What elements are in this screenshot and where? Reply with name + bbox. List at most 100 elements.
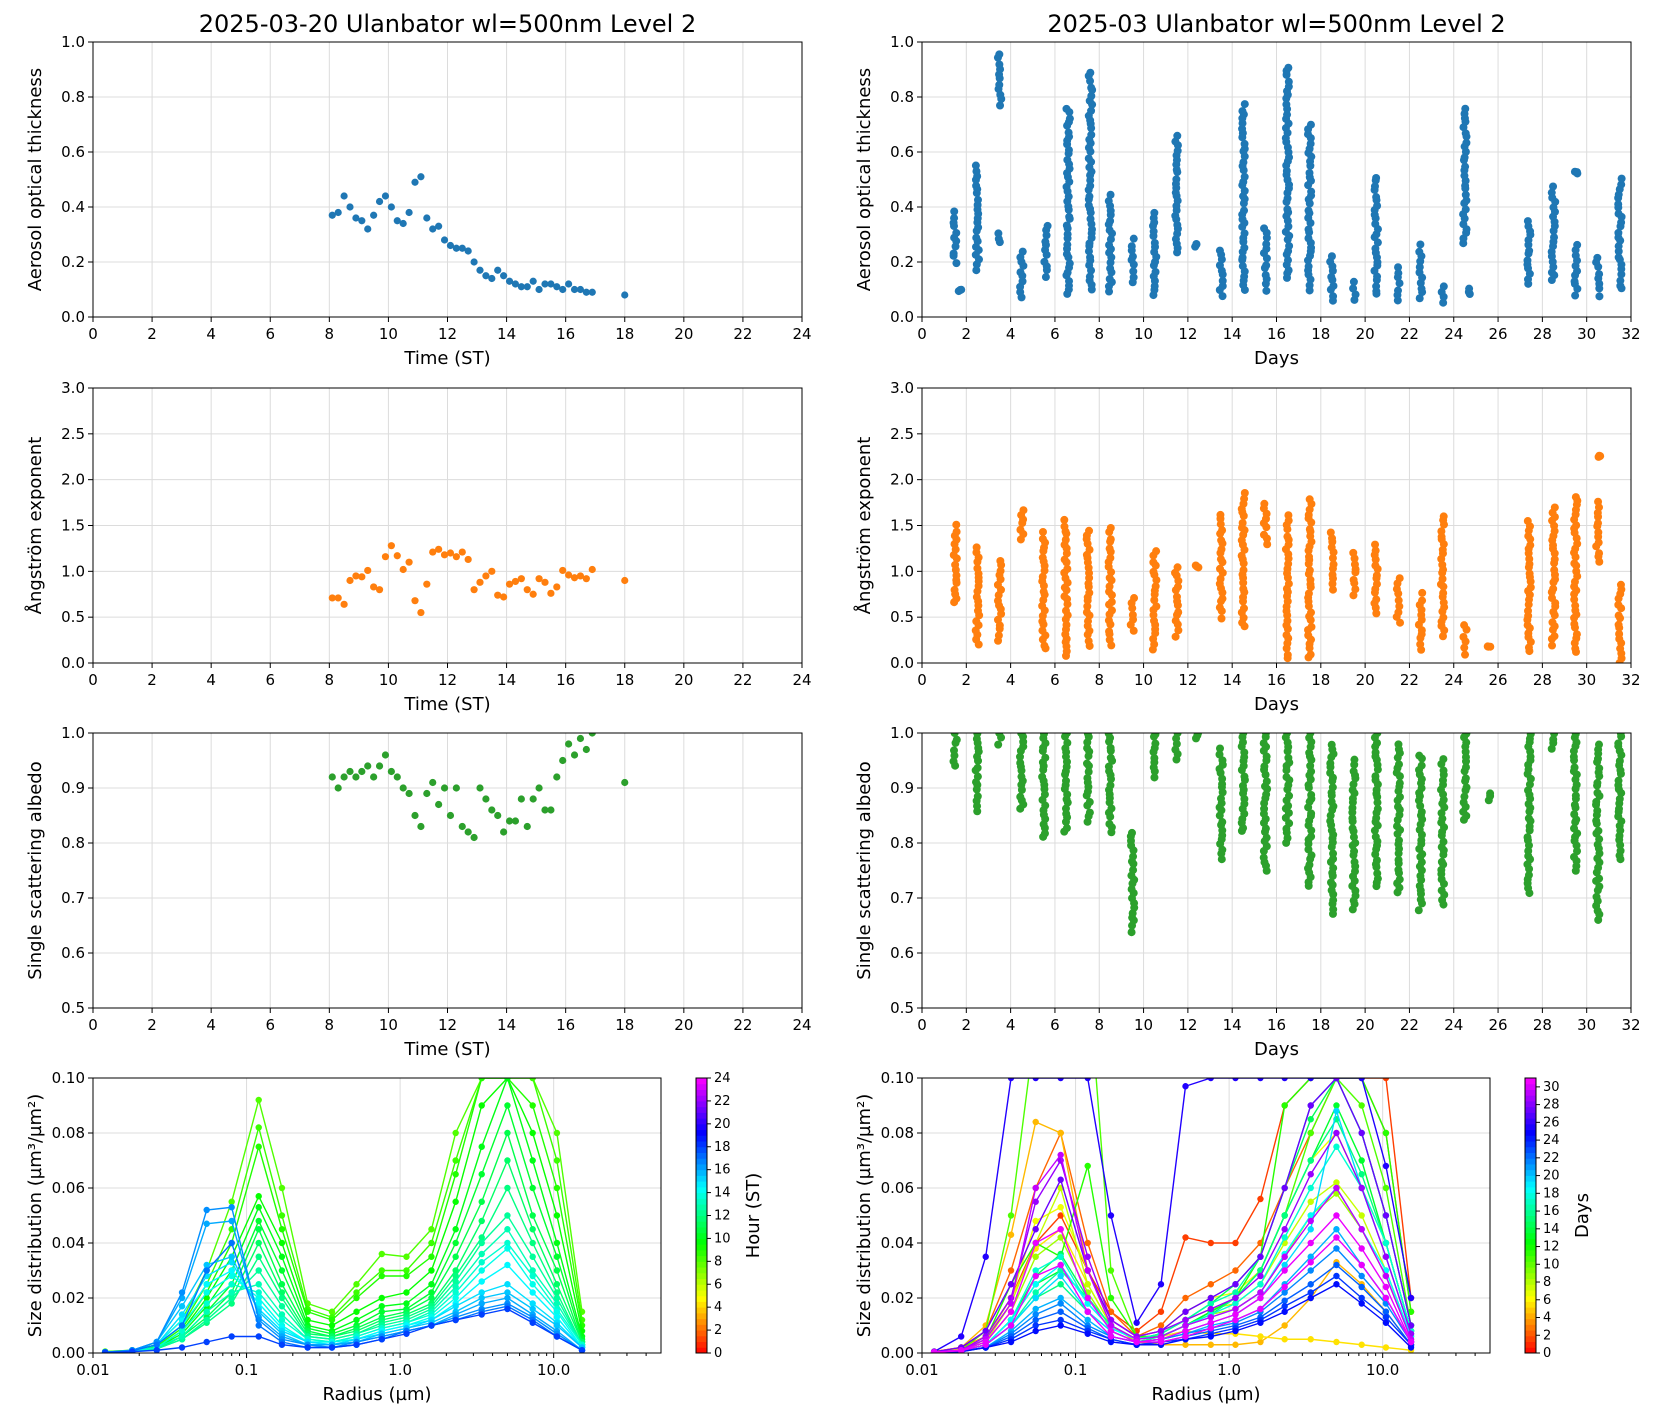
data-point xyxy=(541,806,549,814)
data-point xyxy=(504,1129,511,1137)
data-point xyxy=(228,1333,235,1340)
colorbar-segment xyxy=(696,1100,707,1108)
data-point xyxy=(353,1308,360,1315)
data-point xyxy=(621,291,629,299)
data-point xyxy=(403,1267,410,1274)
data-point xyxy=(956,286,965,295)
data-point xyxy=(1105,544,1114,553)
data-point xyxy=(576,572,585,580)
x-axis-label: Time (ST) xyxy=(403,348,490,369)
data-point xyxy=(1150,773,1159,782)
colorbar-segment xyxy=(696,1078,707,1085)
data-point xyxy=(378,1303,386,1310)
data-point xyxy=(1106,553,1115,562)
data-point xyxy=(1348,824,1357,833)
data-point xyxy=(1614,209,1623,218)
data-point xyxy=(1358,1261,1365,1269)
data-point xyxy=(476,266,484,274)
data-point xyxy=(1281,1184,1288,1192)
data-point xyxy=(1595,764,1604,773)
data-point xyxy=(378,1336,386,1343)
data-point xyxy=(375,197,384,206)
data-point xyxy=(504,1226,511,1233)
data-point xyxy=(517,575,525,583)
colorbar-segment xyxy=(1525,1324,1536,1331)
plot-frame xyxy=(921,41,1632,318)
data-point xyxy=(1084,1267,1091,1274)
data-point xyxy=(1333,1281,1340,1288)
y-tick-label: 1.0 xyxy=(890,724,914,742)
data-point xyxy=(1262,286,1271,295)
data-point xyxy=(1257,1305,1264,1313)
data-point xyxy=(1238,262,1247,271)
x-tick-label: 2 xyxy=(962,325,972,343)
data-point xyxy=(1173,131,1182,140)
data-point xyxy=(435,545,443,553)
data-point xyxy=(1007,1231,1015,1238)
data-point xyxy=(1382,1129,1390,1137)
x-tick-label: 22 xyxy=(733,1016,752,1034)
data-point xyxy=(328,773,336,781)
series-line xyxy=(934,1283,1412,1353)
data-point xyxy=(1086,253,1095,262)
data-point xyxy=(1570,620,1579,629)
data-point xyxy=(1157,1308,1165,1315)
data-point xyxy=(440,784,449,792)
data-point xyxy=(452,1267,459,1274)
colorbar-tick-label: 20 xyxy=(714,1117,731,1132)
data-point xyxy=(1307,1129,1314,1137)
data-point xyxy=(1260,762,1269,771)
colorbar-tick-label: 12 xyxy=(1543,1240,1560,1255)
data-point xyxy=(1283,650,1292,659)
data-point xyxy=(1016,758,1025,767)
colorbar-tick-label: 10 xyxy=(1543,1257,1560,1272)
x-tick-label: 0 xyxy=(917,671,927,689)
data-point xyxy=(1127,828,1136,837)
data-point xyxy=(358,217,366,225)
data-point xyxy=(1394,740,1403,749)
chart-ssa_month: 0 2 4 6 8 10 12 14 16 18 20 22 24 26 28 30 320.50.60.70.… xyxy=(854,724,1641,1060)
data-point xyxy=(511,280,520,288)
data-point xyxy=(1595,270,1604,279)
data-point xyxy=(1571,791,1580,800)
y-axis-label: Aerosol optical thickness xyxy=(25,68,46,291)
data-point xyxy=(1281,1234,1288,1241)
data-point xyxy=(1327,797,1336,806)
data-point xyxy=(535,784,543,792)
data-point xyxy=(1257,1338,1264,1346)
data-point xyxy=(517,283,525,291)
data-point xyxy=(570,574,579,582)
colorbar-segment xyxy=(1525,1289,1536,1297)
data-point xyxy=(1130,594,1139,603)
data-point xyxy=(429,225,437,233)
data-point xyxy=(1016,525,1025,534)
data-point xyxy=(1133,1338,1140,1346)
data-point xyxy=(1032,1239,1039,1247)
data-point xyxy=(972,181,981,190)
data-point xyxy=(1151,739,1160,748)
x-tick-label: 14 xyxy=(497,671,516,689)
data-point xyxy=(304,1344,311,1351)
data-point xyxy=(399,784,407,792)
data-point xyxy=(582,575,590,583)
x-tick-label: 28 xyxy=(1533,1016,1552,1034)
data-point xyxy=(1550,566,1559,575)
data-point xyxy=(478,1143,485,1150)
data-point xyxy=(1217,614,1226,623)
data-point xyxy=(1415,751,1424,760)
data-point xyxy=(1239,604,1248,613)
data-point xyxy=(500,272,508,280)
data-point xyxy=(1218,526,1227,535)
data-point xyxy=(1549,584,1558,593)
data-point xyxy=(1060,515,1069,524)
data-point xyxy=(203,1220,210,1227)
data-point xyxy=(1281,1226,1288,1233)
colorbar-segment xyxy=(1525,1135,1536,1142)
data-point xyxy=(470,258,478,266)
data-point xyxy=(1261,733,1270,737)
y-tick-label: 0.08 xyxy=(52,1124,85,1142)
data-point xyxy=(1240,243,1249,252)
data-point xyxy=(1064,128,1073,137)
series-line xyxy=(105,1078,583,1353)
data-point xyxy=(478,1198,485,1205)
